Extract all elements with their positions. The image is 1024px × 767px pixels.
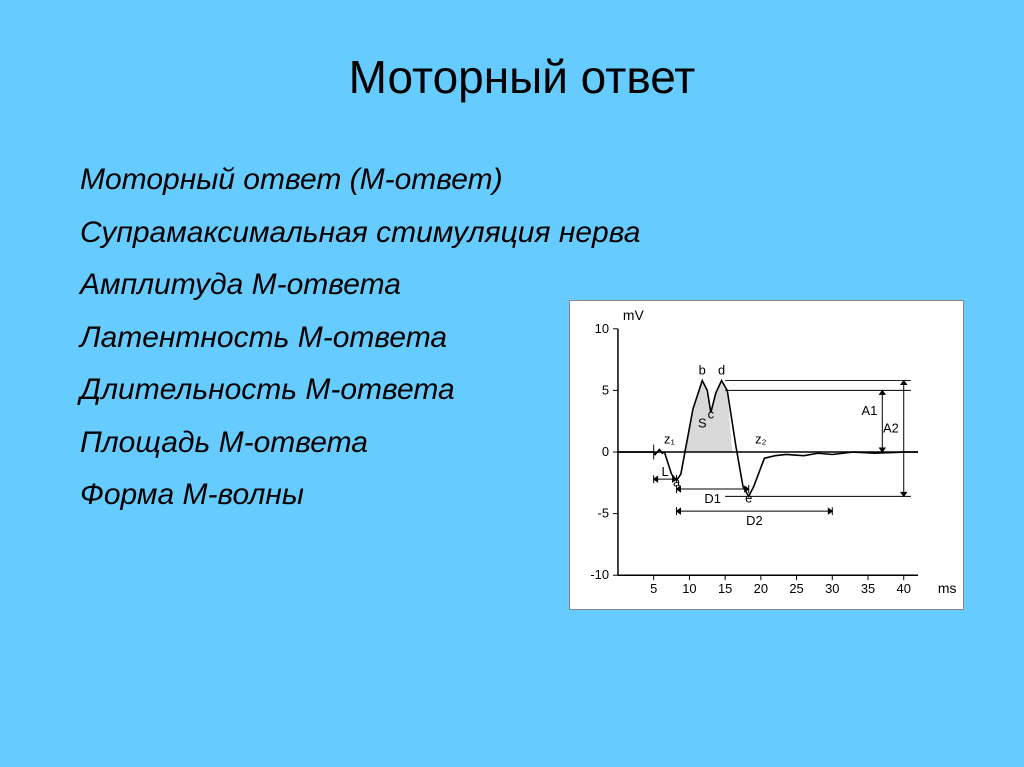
svg-text:15: 15 (718, 581, 732, 596)
m-response-chart: 510152025303540ms-10-50510mVabcdeSz₁z₂LD… (569, 300, 964, 610)
svg-text:25: 25 (789, 581, 803, 596)
svg-text:S: S (698, 415, 707, 430)
bullet-item: Длительность М-ответа (80, 364, 640, 417)
svg-text:10: 10 (682, 581, 696, 596)
svg-text:D2: D2 (746, 513, 763, 528)
svg-text:40: 40 (897, 581, 911, 596)
bullet-item: Амплитуда М-ответа (80, 259, 640, 312)
svg-text:5: 5 (602, 382, 609, 397)
chart-svg: 510152025303540ms-10-50510mVabcdeSz₁z₂LD… (570, 301, 963, 609)
svg-text:D1: D1 (704, 491, 721, 506)
svg-text:-5: -5 (598, 506, 609, 521)
bullet-list: Моторный ответ (М-ответ) Супрамаксимальн… (80, 154, 640, 522)
svg-text:z₁: z₁ (664, 431, 675, 446)
svg-text:L: L (662, 464, 669, 479)
svg-text:10: 10 (595, 321, 609, 336)
svg-text:c: c (708, 407, 715, 422)
bullet-item: Латентность М-ответа (80, 312, 640, 365)
svg-text:ms: ms (938, 580, 957, 596)
bullet-item: Форма М-волны (80, 469, 640, 522)
svg-text:mV: mV (623, 307, 645, 323)
svg-text:A2: A2 (883, 421, 899, 436)
bullet-item: Моторный ответ (М-ответ) (80, 154, 640, 207)
svg-text:0: 0 (602, 444, 609, 459)
svg-text:z₂: z₂ (755, 431, 766, 446)
svg-text:35: 35 (861, 581, 875, 596)
svg-text:30: 30 (825, 581, 839, 596)
page-title: Моторный ответ (80, 50, 964, 104)
bullet-item: Супрамаксимальная стимуляция нерва (80, 207, 640, 260)
svg-text:b: b (699, 362, 706, 377)
svg-text:20: 20 (754, 581, 768, 596)
slide: Моторный ответ Моторный ответ (М-ответ) … (0, 0, 1024, 767)
bullet-item: Площадь М-ответа (80, 417, 640, 470)
svg-text:-10: -10 (590, 567, 609, 582)
svg-text:d: d (718, 362, 725, 377)
svg-text:A1: A1 (862, 403, 878, 418)
svg-text:5: 5 (650, 581, 657, 596)
